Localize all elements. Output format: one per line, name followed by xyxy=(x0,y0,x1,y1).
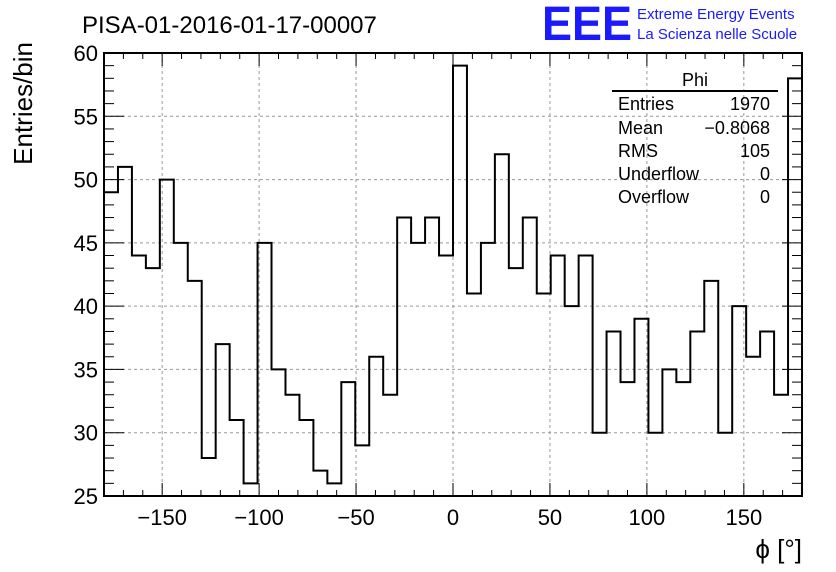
stats-mean-label: Mean xyxy=(618,118,663,138)
logo-line1: Extreme Energy Events xyxy=(637,6,795,23)
stats-entries-label: Entries xyxy=(618,94,674,114)
x-tick-label: −50 xyxy=(337,505,374,530)
stats-entries-value: 1970 xyxy=(730,94,770,114)
y-tick-label: 45 xyxy=(74,231,98,256)
x-tick-label: −100 xyxy=(234,505,284,530)
stats-overflow-value: 0 xyxy=(760,187,770,207)
x-axis-title: ϕ [°] xyxy=(755,534,802,564)
x-tick-label: 0 xyxy=(447,505,459,530)
stats-overflow-label: Overflow xyxy=(618,187,690,207)
x-tick-label: −150 xyxy=(137,505,187,530)
y-tick-label: 25 xyxy=(74,484,98,509)
logo-line2: La Scienza nelle Scuole xyxy=(637,26,797,43)
logo-mark: EEE xyxy=(542,0,632,51)
stats-underflow-label: Underflow xyxy=(618,164,700,184)
y-axis-title: Entries/bin xyxy=(8,42,38,165)
y-tick-label: 50 xyxy=(74,168,98,193)
x-tick-labels: −150 −100 −50 0 50 100 150 xyxy=(137,505,762,530)
stats-mean-value: −0.8068 xyxy=(704,118,770,138)
x-tick-label: 150 xyxy=(725,505,762,530)
stats-underflow-value: 0 xyxy=(760,164,770,184)
stats-name: Phi xyxy=(682,70,708,90)
y-tick-label: 35 xyxy=(74,357,98,382)
y-tick-label: 40 xyxy=(74,294,98,319)
stats-box: Phi Entries 1970 Mean −0.8068 RMS 105 Un… xyxy=(612,70,778,207)
histogram-step-line xyxy=(104,64,802,485)
axis-ticks xyxy=(103,52,803,497)
y-tick-label: 60 xyxy=(74,41,98,66)
stats-rms-label: RMS xyxy=(618,141,658,161)
y-tick-label: 30 xyxy=(74,421,98,446)
chart-title: PISA-01-2016-01-17-00007 xyxy=(82,12,377,39)
stats-rms-value: 105 xyxy=(740,141,770,161)
x-tick-label: 100 xyxy=(629,505,666,530)
eee-logo: EEE Extreme Energy Events La Scienza nel… xyxy=(542,0,797,51)
y-tick-label: 55 xyxy=(74,104,98,129)
y-tick-labels: 25 30 35 40 45 50 55 60 xyxy=(74,41,98,509)
x-tick-label: 50 xyxy=(538,505,562,530)
